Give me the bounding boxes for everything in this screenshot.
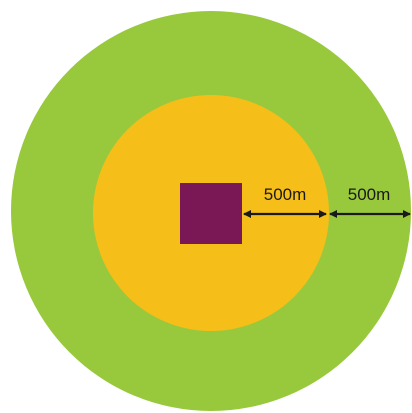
inner-distance-label: 500m bbox=[264, 185, 307, 204]
outer-distance-label: 500m bbox=[348, 185, 391, 204]
site-square bbox=[180, 183, 242, 244]
